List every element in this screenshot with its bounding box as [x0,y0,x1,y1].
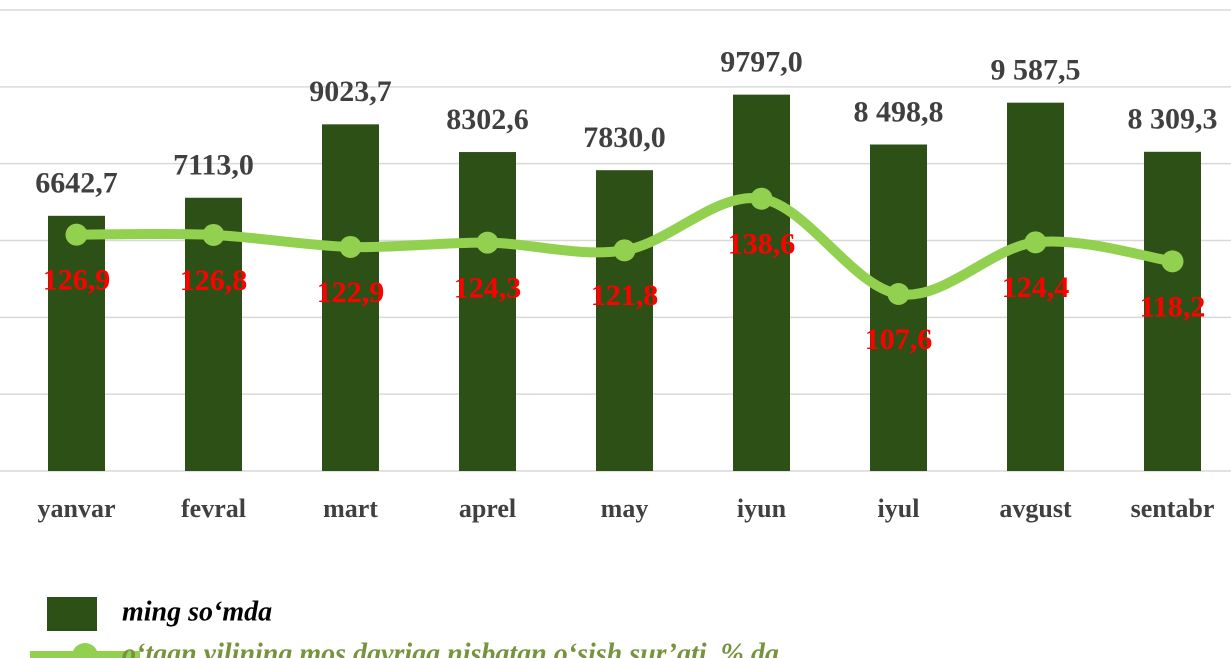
line-value-label: 138,6 [728,228,796,261]
legend-label: o‘tgan yilining mos davriga nisbatan o‘s… [122,638,779,658]
bar-value-label: 8 309,3 [1128,103,1218,136]
line-marker [202,223,225,246]
bar-value-label: 8 498,8 [854,95,944,128]
bar-value-label: 9023,7 [309,75,392,108]
x-tick-label: aprel [459,494,516,523]
bar-value-label: 6642,7 [35,167,118,200]
line-marker [476,231,499,254]
line-value-label: 124,3 [454,272,522,305]
bar [322,124,379,471]
line-value-label: 118,2 [1140,290,1206,323]
line-value-label: 122,9 [317,276,385,309]
line-marker [887,282,910,305]
legend-swatch [72,643,98,658]
line-marker [1161,250,1184,273]
bar [459,152,516,471]
line-value-label: 124,4 [1002,271,1070,304]
bar [870,144,927,471]
bar [596,170,653,471]
bar [48,215,105,471]
line-marker [1024,231,1047,254]
x-tick-label: mart [323,494,378,523]
line-marker [65,223,88,246]
bar-value-label: 7830,0 [583,121,666,154]
bar-value-label: 9 587,5 [991,54,1081,87]
bar-value-label: 8302,6 [446,103,529,136]
bar [1144,151,1201,471]
x-tick-label: iyun [737,494,787,523]
line-marker [613,239,636,262]
x-tick-label: sentabr [1131,494,1215,523]
line-value-label: 121,8 [591,279,659,312]
bar [1007,102,1064,471]
line-value-label: 126,8 [180,264,248,297]
x-tick-label: may [601,494,649,523]
line-marker [750,187,773,210]
legend-swatch [47,597,97,631]
legend-label: ming so‘mda [122,596,272,627]
x-tick-label: yanvar [38,494,116,523]
bar-value-label: 9797,0 [720,46,803,79]
line-value-label: 126,9 [43,264,111,297]
x-tick-label: avgust [999,494,1072,523]
line-marker [339,235,362,258]
bar [733,94,790,471]
x-tick-label: fevral [181,494,246,523]
x-tick-label: iyul [878,494,920,523]
line-value-label: 107,6 [865,323,933,356]
bar-value-label: 7113,0 [173,149,254,182]
